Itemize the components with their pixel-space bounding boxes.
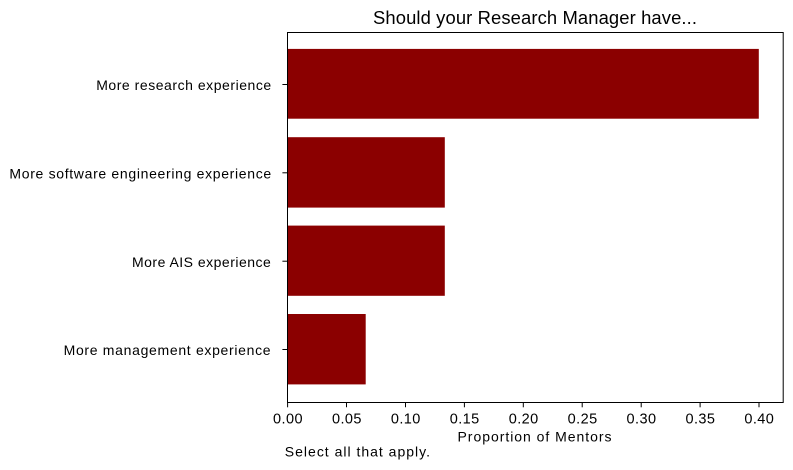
svg-text:More research experience: More research experience bbox=[96, 77, 271, 93]
svg-text:0.30: 0.30 bbox=[627, 411, 657, 427]
svg-text:0.35: 0.35 bbox=[685, 411, 715, 427]
svg-text:0.20: 0.20 bbox=[509, 411, 539, 427]
svg-text:0.10: 0.10 bbox=[391, 411, 421, 427]
svg-text:0.00: 0.00 bbox=[273, 411, 303, 427]
svg-text:0.40: 0.40 bbox=[744, 411, 774, 427]
svg-text:0.15: 0.15 bbox=[450, 411, 480, 427]
svg-text:0.05: 0.05 bbox=[332, 411, 362, 427]
svg-text:Proportion of Mentors: Proportion of Mentors bbox=[458, 428, 612, 444]
svg-text:Select all that apply.: Select all that apply. bbox=[285, 444, 430, 460]
svg-text:More management experience: More management experience bbox=[64, 342, 271, 358]
svg-text:0.25: 0.25 bbox=[568, 411, 598, 427]
svg-text:More AIS experience: More AIS experience bbox=[132, 254, 271, 270]
svg-text:Should your Research Manager h: Should your Research Manager have... bbox=[373, 7, 697, 28]
svg-text:More software engineering expe: More software engineering experience bbox=[9, 165, 271, 181]
